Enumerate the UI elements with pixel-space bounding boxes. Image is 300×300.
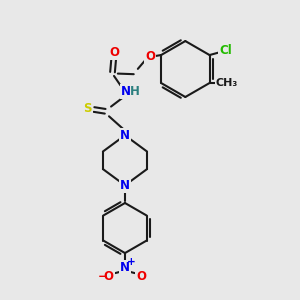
Text: O: O	[104, 270, 114, 283]
Text: −: −	[98, 270, 107, 283]
Text: CH₃: CH₃	[215, 78, 238, 88]
Text: N: N	[120, 129, 130, 142]
Text: +: +	[127, 257, 135, 267]
Text: N: N	[121, 85, 131, 98]
Text: S: S	[83, 102, 92, 115]
Text: O: O	[145, 50, 155, 63]
Text: O: O	[136, 270, 146, 283]
Text: H: H	[130, 85, 140, 98]
Text: Cl: Cl	[219, 44, 232, 57]
Text: N: N	[120, 179, 130, 192]
Text: O: O	[109, 46, 119, 59]
Text: N: N	[120, 261, 130, 274]
